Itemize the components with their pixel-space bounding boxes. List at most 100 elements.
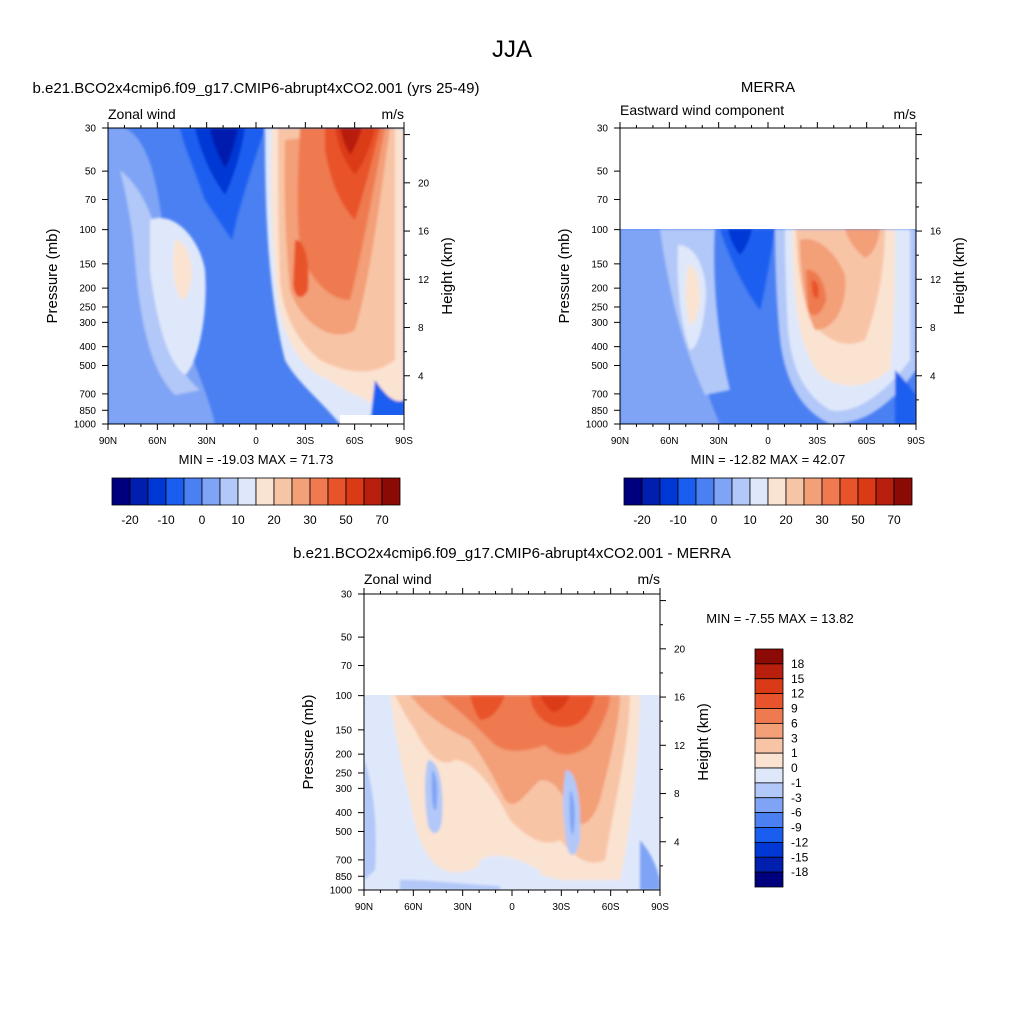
x-tick-label: 30S bbox=[296, 436, 314, 447]
colorbar-swatch bbox=[754, 708, 784, 724]
height-tick-label: 16 bbox=[674, 693, 686, 704]
panel-merra-axes: 90N 60N 30N 0 30S 60S 90S 30 50 70 100 150 200 250 300… bbox=[586, 122, 942, 447]
pressure-tick-label: 200 bbox=[335, 750, 352, 761]
colorbar-label: 30 bbox=[815, 513, 829, 527]
colorbar-label: 20 bbox=[267, 513, 281, 527]
colorbar-swatch bbox=[803, 477, 823, 506]
colorbar-swatch bbox=[677, 477, 697, 506]
x-tick-label: 90N bbox=[611, 436, 629, 447]
panel-difference-field-label: Zonal wind bbox=[364, 571, 432, 587]
panel-model-contours bbox=[108, 128, 404, 424]
colorbar-swatch bbox=[363, 477, 383, 506]
contour-fill-easterly-core bbox=[728, 229, 752, 255]
pressure-tick-label: 250 bbox=[79, 302, 96, 313]
pressure-tick-label: 70 bbox=[85, 195, 97, 206]
colorbar-swatch bbox=[641, 477, 661, 506]
panel-difference-units-label: m/s bbox=[637, 571, 660, 587]
pressure-tick-label: 50 bbox=[85, 167, 97, 178]
colorbar-label: 10 bbox=[231, 513, 245, 527]
colorbar-label: 10 bbox=[743, 513, 757, 527]
colorbar-label: -1 bbox=[791, 776, 802, 790]
colorbar-swatch bbox=[309, 477, 329, 506]
pressure-tick-label: 150 bbox=[591, 259, 608, 270]
colorbar-label: 18 bbox=[791, 657, 805, 671]
panel-difference-stats: MIN = -7.55 MAX = 13.82 bbox=[706, 611, 853, 626]
panel-difference-ylabel: Pressure (mb) bbox=[300, 694, 317, 789]
colorbar-swatch bbox=[754, 722, 784, 739]
pressure-tick-label: 70 bbox=[341, 661, 353, 672]
pressure-tick-label: 150 bbox=[335, 725, 352, 736]
x-tick-label: 90S bbox=[907, 436, 925, 447]
pressure-tick-label: 300 bbox=[591, 318, 608, 329]
colorbar-label: 0 bbox=[711, 513, 718, 527]
pressure-tick-label: 1000 bbox=[74, 420, 97, 431]
colorbar-swatch bbox=[695, 477, 715, 506]
colorbar-swatch bbox=[893, 477, 913, 506]
x-tick-label: 30N bbox=[709, 436, 727, 447]
pressure-tick-label: 500 bbox=[79, 361, 96, 372]
panel-merra-field-label: Eastward wind component bbox=[620, 102, 784, 118]
colorbar-swatch bbox=[754, 678, 784, 695]
panel-merra-colorbar: -20 -10 0 10 20 30 50 70 bbox=[623, 477, 913, 527]
colorbar-swatch bbox=[839, 477, 859, 506]
contour-fill-nh-jet-core bbox=[172, 240, 192, 300]
panel-difference: b.e21.BCO2x4cmip6.f09_g17.CMIP6-abrupt4x… bbox=[293, 545, 854, 913]
colorbar-swatch bbox=[754, 856, 784, 873]
panel-merra-units-label: m/s bbox=[893, 106, 916, 122]
pressure-tick-label: 500 bbox=[335, 827, 352, 838]
colorbar-swatch bbox=[381, 477, 401, 506]
colorbar-swatch bbox=[623, 477, 643, 506]
panel-difference-axes: 90N 60N 30N 0 30S 60S 90S 30 50 70 100 150 200 250 300… bbox=[330, 588, 686, 913]
colorbar-swatch bbox=[165, 477, 185, 506]
x-tick-label: 60N bbox=[148, 436, 166, 447]
contour-fill-easterly bbox=[720, 229, 775, 310]
pressure-tick-label: 300 bbox=[79, 318, 96, 329]
colorbar-swatch bbox=[659, 477, 679, 506]
colorbar-swatch bbox=[201, 477, 221, 506]
x-tick-label: 0 bbox=[509, 902, 515, 913]
contour-fill-easterly-core bbox=[210, 128, 238, 168]
colorbar-swatch bbox=[111, 477, 131, 506]
colorbar-swatch bbox=[183, 477, 203, 506]
colorbar-label: 30 bbox=[303, 513, 317, 527]
colorbar-label: 9 bbox=[791, 702, 798, 716]
pressure-tick-label: 200 bbox=[79, 284, 96, 295]
x-tick-label: 60S bbox=[602, 902, 620, 913]
height-tick-label: 12 bbox=[418, 275, 430, 286]
colorbar-label: -3 bbox=[791, 791, 802, 805]
x-tick-label: 60S bbox=[858, 436, 876, 447]
colorbar-label: -15 bbox=[791, 850, 809, 864]
colorbar-swatch bbox=[147, 477, 167, 506]
pressure-tick-label: 700 bbox=[79, 389, 96, 400]
panel-model-field-label: Zonal wind bbox=[108, 106, 176, 122]
panel-difference-y2label: Height (km) bbox=[695, 703, 712, 781]
pressure-tick-label: 100 bbox=[335, 691, 352, 702]
contour-fill-positive-core bbox=[540, 695, 570, 712]
colorbar-swatch bbox=[237, 477, 257, 506]
panel-merra-contours bbox=[620, 229, 916, 424]
contour-fill-antarctic bbox=[640, 840, 660, 890]
colorbar-label: 70 bbox=[375, 513, 389, 527]
contour-fill-nh-weak bbox=[620, 229, 720, 424]
pressure-tick-label: 400 bbox=[335, 808, 352, 819]
height-tick-label: 20 bbox=[418, 178, 430, 189]
colorbar-label: 0 bbox=[199, 513, 206, 527]
pressure-tick-label: 850 bbox=[79, 406, 96, 417]
pressure-tick-label: 70 bbox=[597, 195, 609, 206]
colorbar-label: 3 bbox=[791, 731, 798, 745]
pressure-tick-label: 100 bbox=[591, 225, 608, 236]
pressure-tick-label: 500 bbox=[591, 361, 608, 372]
pressure-tick-label: 50 bbox=[341, 633, 353, 644]
colorbar-swatch bbox=[754, 648, 784, 665]
pressure-tick-label: 850 bbox=[591, 406, 608, 417]
colorbar-label: 0 bbox=[791, 761, 798, 775]
panel-model-ylabel: Pressure (mb) bbox=[44, 228, 61, 323]
colorbar-swatch bbox=[255, 477, 275, 506]
x-tick-label: 0 bbox=[765, 436, 771, 447]
panel-model: b.e21.BCO2x4cmip6.f09_g17.CMIP6-abrupt4x… bbox=[33, 80, 480, 527]
height-tick-label: 8 bbox=[674, 789, 680, 800]
pressure-tick-label: 700 bbox=[591, 389, 608, 400]
x-tick-label: 60N bbox=[404, 902, 422, 913]
